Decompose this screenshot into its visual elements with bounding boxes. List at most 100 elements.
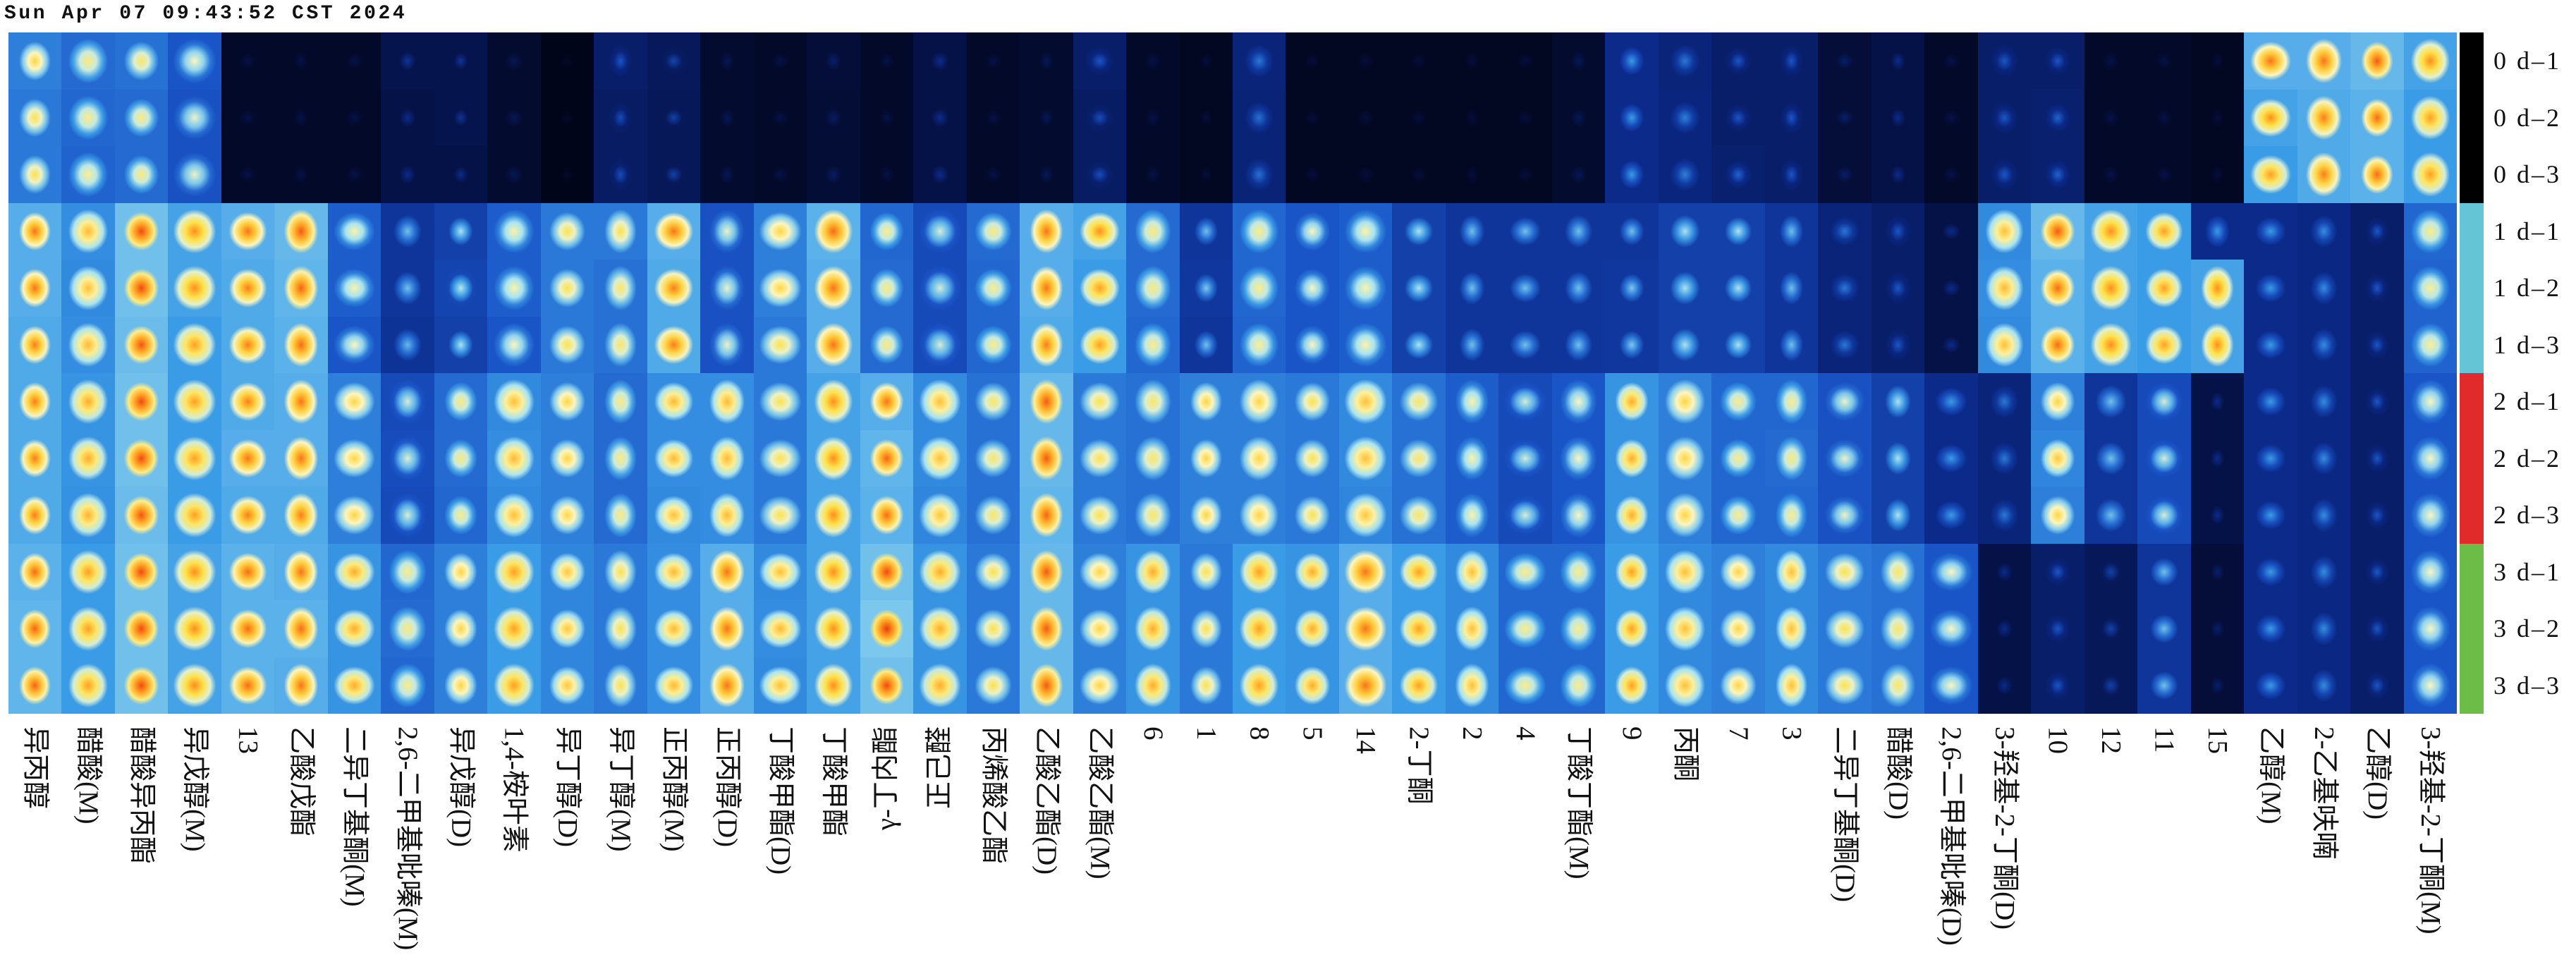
column-label: 丙烯酸乙酯 bbox=[978, 726, 1009, 865]
heatmap-cell bbox=[2190, 487, 2245, 544]
heatmap-cell bbox=[1711, 373, 1765, 430]
heatmap-cell bbox=[2031, 600, 2084, 657]
group-color-segment bbox=[2460, 32, 2484, 90]
heatmap-cell bbox=[913, 260, 967, 317]
heatmap-cell bbox=[1020, 89, 1073, 146]
heatmap-cell bbox=[2084, 373, 2138, 430]
heatmap-cell bbox=[1338, 657, 1393, 714]
heatmap-cell bbox=[327, 430, 381, 487]
heatmap-cell bbox=[274, 657, 328, 714]
heatmap-cell bbox=[2084, 316, 2138, 373]
heatmap-cell bbox=[594, 487, 647, 544]
heatmap-cell bbox=[1977, 487, 2032, 544]
column-label: 3 bbox=[1776, 726, 1807, 741]
heatmap-cell bbox=[8, 146, 62, 203]
heatmap-cell bbox=[327, 202, 381, 260]
heatmap-cell bbox=[913, 657, 967, 714]
heatmap-cell bbox=[381, 260, 434, 317]
heatmap-cell bbox=[540, 430, 594, 487]
column-label: 2-丁酮 bbox=[1404, 726, 1435, 805]
column-label: 6 bbox=[1137, 726, 1168, 741]
heatmap-cell bbox=[1233, 430, 1286, 487]
column-label: 乙酸乙酯(M) bbox=[1085, 726, 1116, 879]
heatmap-cell bbox=[1445, 146, 1499, 203]
heatmap-cell bbox=[2031, 430, 2084, 487]
heatmap-cell bbox=[1605, 89, 1659, 146]
heatmap-cell bbox=[274, 146, 328, 203]
heatmap-cell bbox=[1020, 32, 1073, 90]
heatmap-cell bbox=[2350, 202, 2404, 260]
heatmap-cell bbox=[1179, 32, 1233, 90]
heatmap-cell bbox=[1977, 260, 2032, 317]
heatmap-cell bbox=[2137, 316, 2191, 373]
heatmap-cell bbox=[114, 32, 169, 90]
heatmap-cell bbox=[1605, 316, 1659, 373]
group-color-segment bbox=[2460, 600, 2484, 657]
column-label: 丁酸丁酯(M) bbox=[1563, 726, 1594, 879]
heatmap-cell bbox=[540, 487, 594, 544]
heatmap-cell bbox=[114, 89, 169, 146]
heatmap-cell bbox=[1498, 202, 1552, 260]
heatmap-cell bbox=[700, 89, 754, 146]
heatmap-cell bbox=[2244, 543, 2297, 600]
heatmap-cell bbox=[807, 202, 860, 260]
heatmap-cell bbox=[2403, 316, 2457, 373]
heatmap-cell bbox=[1977, 202, 2032, 260]
heatmap-cell bbox=[487, 487, 541, 544]
heatmap-cell bbox=[434, 543, 488, 600]
heatmap-cell bbox=[753, 373, 807, 430]
heatmap-cell bbox=[1392, 32, 1446, 90]
heatmap-cell bbox=[2137, 146, 2191, 203]
heatmap-cell bbox=[327, 373, 381, 430]
heatmap-cell bbox=[1073, 600, 1127, 657]
heatmap-cell bbox=[1392, 260, 1446, 317]
heatmap-cell bbox=[1179, 600, 1233, 657]
group-color-segment bbox=[2460, 373, 2484, 430]
heatmap-cell bbox=[594, 146, 647, 203]
column-label: 乙酸戊酯 bbox=[286, 726, 317, 837]
heatmap-cell bbox=[1392, 600, 1446, 657]
heatmap-cell bbox=[700, 202, 754, 260]
heatmap-cell bbox=[2403, 260, 2457, 317]
heatmap-cell bbox=[1764, 146, 1819, 203]
heatmap-cell bbox=[1498, 260, 1552, 317]
heatmap-cell bbox=[860, 543, 914, 600]
heatmap-cell bbox=[753, 32, 807, 90]
heatmap-cell bbox=[1073, 657, 1127, 714]
row-label: 3 d–1 bbox=[2493, 557, 2561, 586]
heatmap-cell bbox=[1179, 543, 1233, 600]
heatmap-cell bbox=[381, 89, 434, 146]
heatmap-cell bbox=[966, 316, 1020, 373]
heatmap-cell bbox=[1126, 543, 1180, 600]
heatmap-cell bbox=[1073, 430, 1127, 487]
heatmap-cell bbox=[61, 600, 115, 657]
heatmap-cell bbox=[327, 146, 381, 203]
heatmap-cell bbox=[2190, 430, 2245, 487]
heatmap-cell bbox=[1392, 316, 1446, 373]
heatmap-cell bbox=[1179, 430, 1233, 487]
heatmap-cell bbox=[2137, 202, 2191, 260]
timestamp: Sun Apr 07 09:43:52 CST 2024 bbox=[4, 3, 408, 25]
heatmap-cell bbox=[221, 487, 275, 544]
heatmap-cell bbox=[594, 316, 647, 373]
heatmap-cell bbox=[1551, 146, 1606, 203]
heatmap-cell bbox=[221, 600, 275, 657]
heatmap-cell bbox=[1073, 260, 1127, 317]
heatmap-cell bbox=[647, 89, 701, 146]
heatmap-cell bbox=[327, 543, 381, 600]
heatmap-cell bbox=[2244, 373, 2297, 430]
heatmap-cell bbox=[753, 202, 807, 260]
heatmap-cell bbox=[1498, 316, 1552, 373]
heatmap-cell bbox=[860, 373, 914, 430]
heatmap-cell bbox=[1818, 146, 1872, 203]
column-label: 10 bbox=[2042, 726, 2073, 754]
heatmap-cell bbox=[1605, 430, 1659, 487]
heatmap-cell bbox=[540, 146, 594, 203]
heatmap-cell bbox=[221, 316, 275, 373]
heatmap-cell bbox=[1711, 89, 1765, 146]
heatmap-cell bbox=[2350, 373, 2404, 430]
column-label: 9 bbox=[1617, 726, 1648, 741]
heatmap-cell bbox=[381, 32, 434, 90]
heatmap-cell bbox=[61, 543, 115, 600]
heatmap-cell bbox=[2031, 543, 2084, 600]
